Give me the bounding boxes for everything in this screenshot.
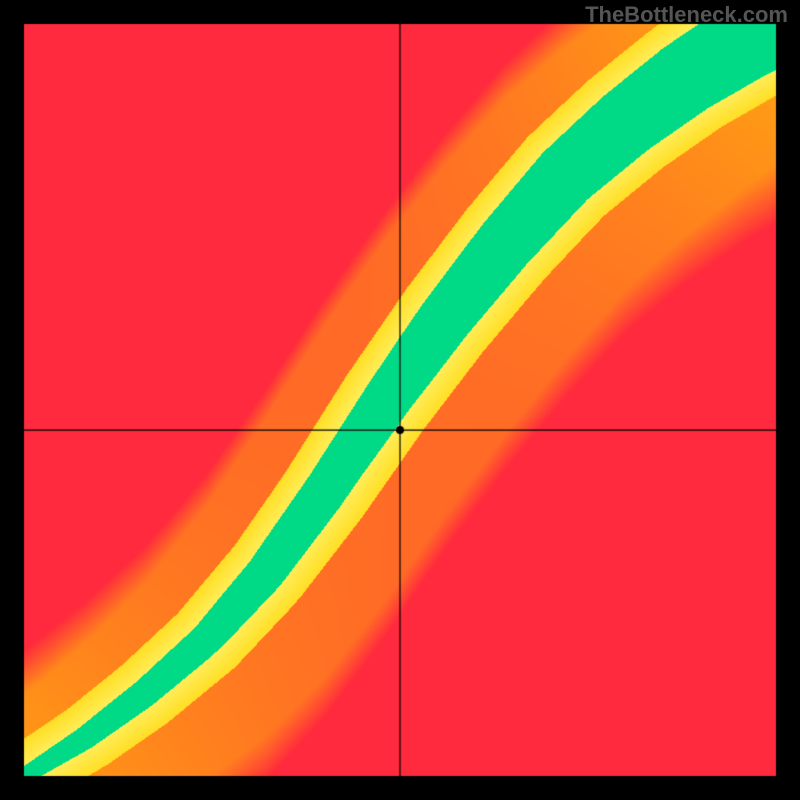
- bottleneck-heatmap: [0, 0, 800, 800]
- watermark-label: TheBottleneck.com: [585, 2, 788, 28]
